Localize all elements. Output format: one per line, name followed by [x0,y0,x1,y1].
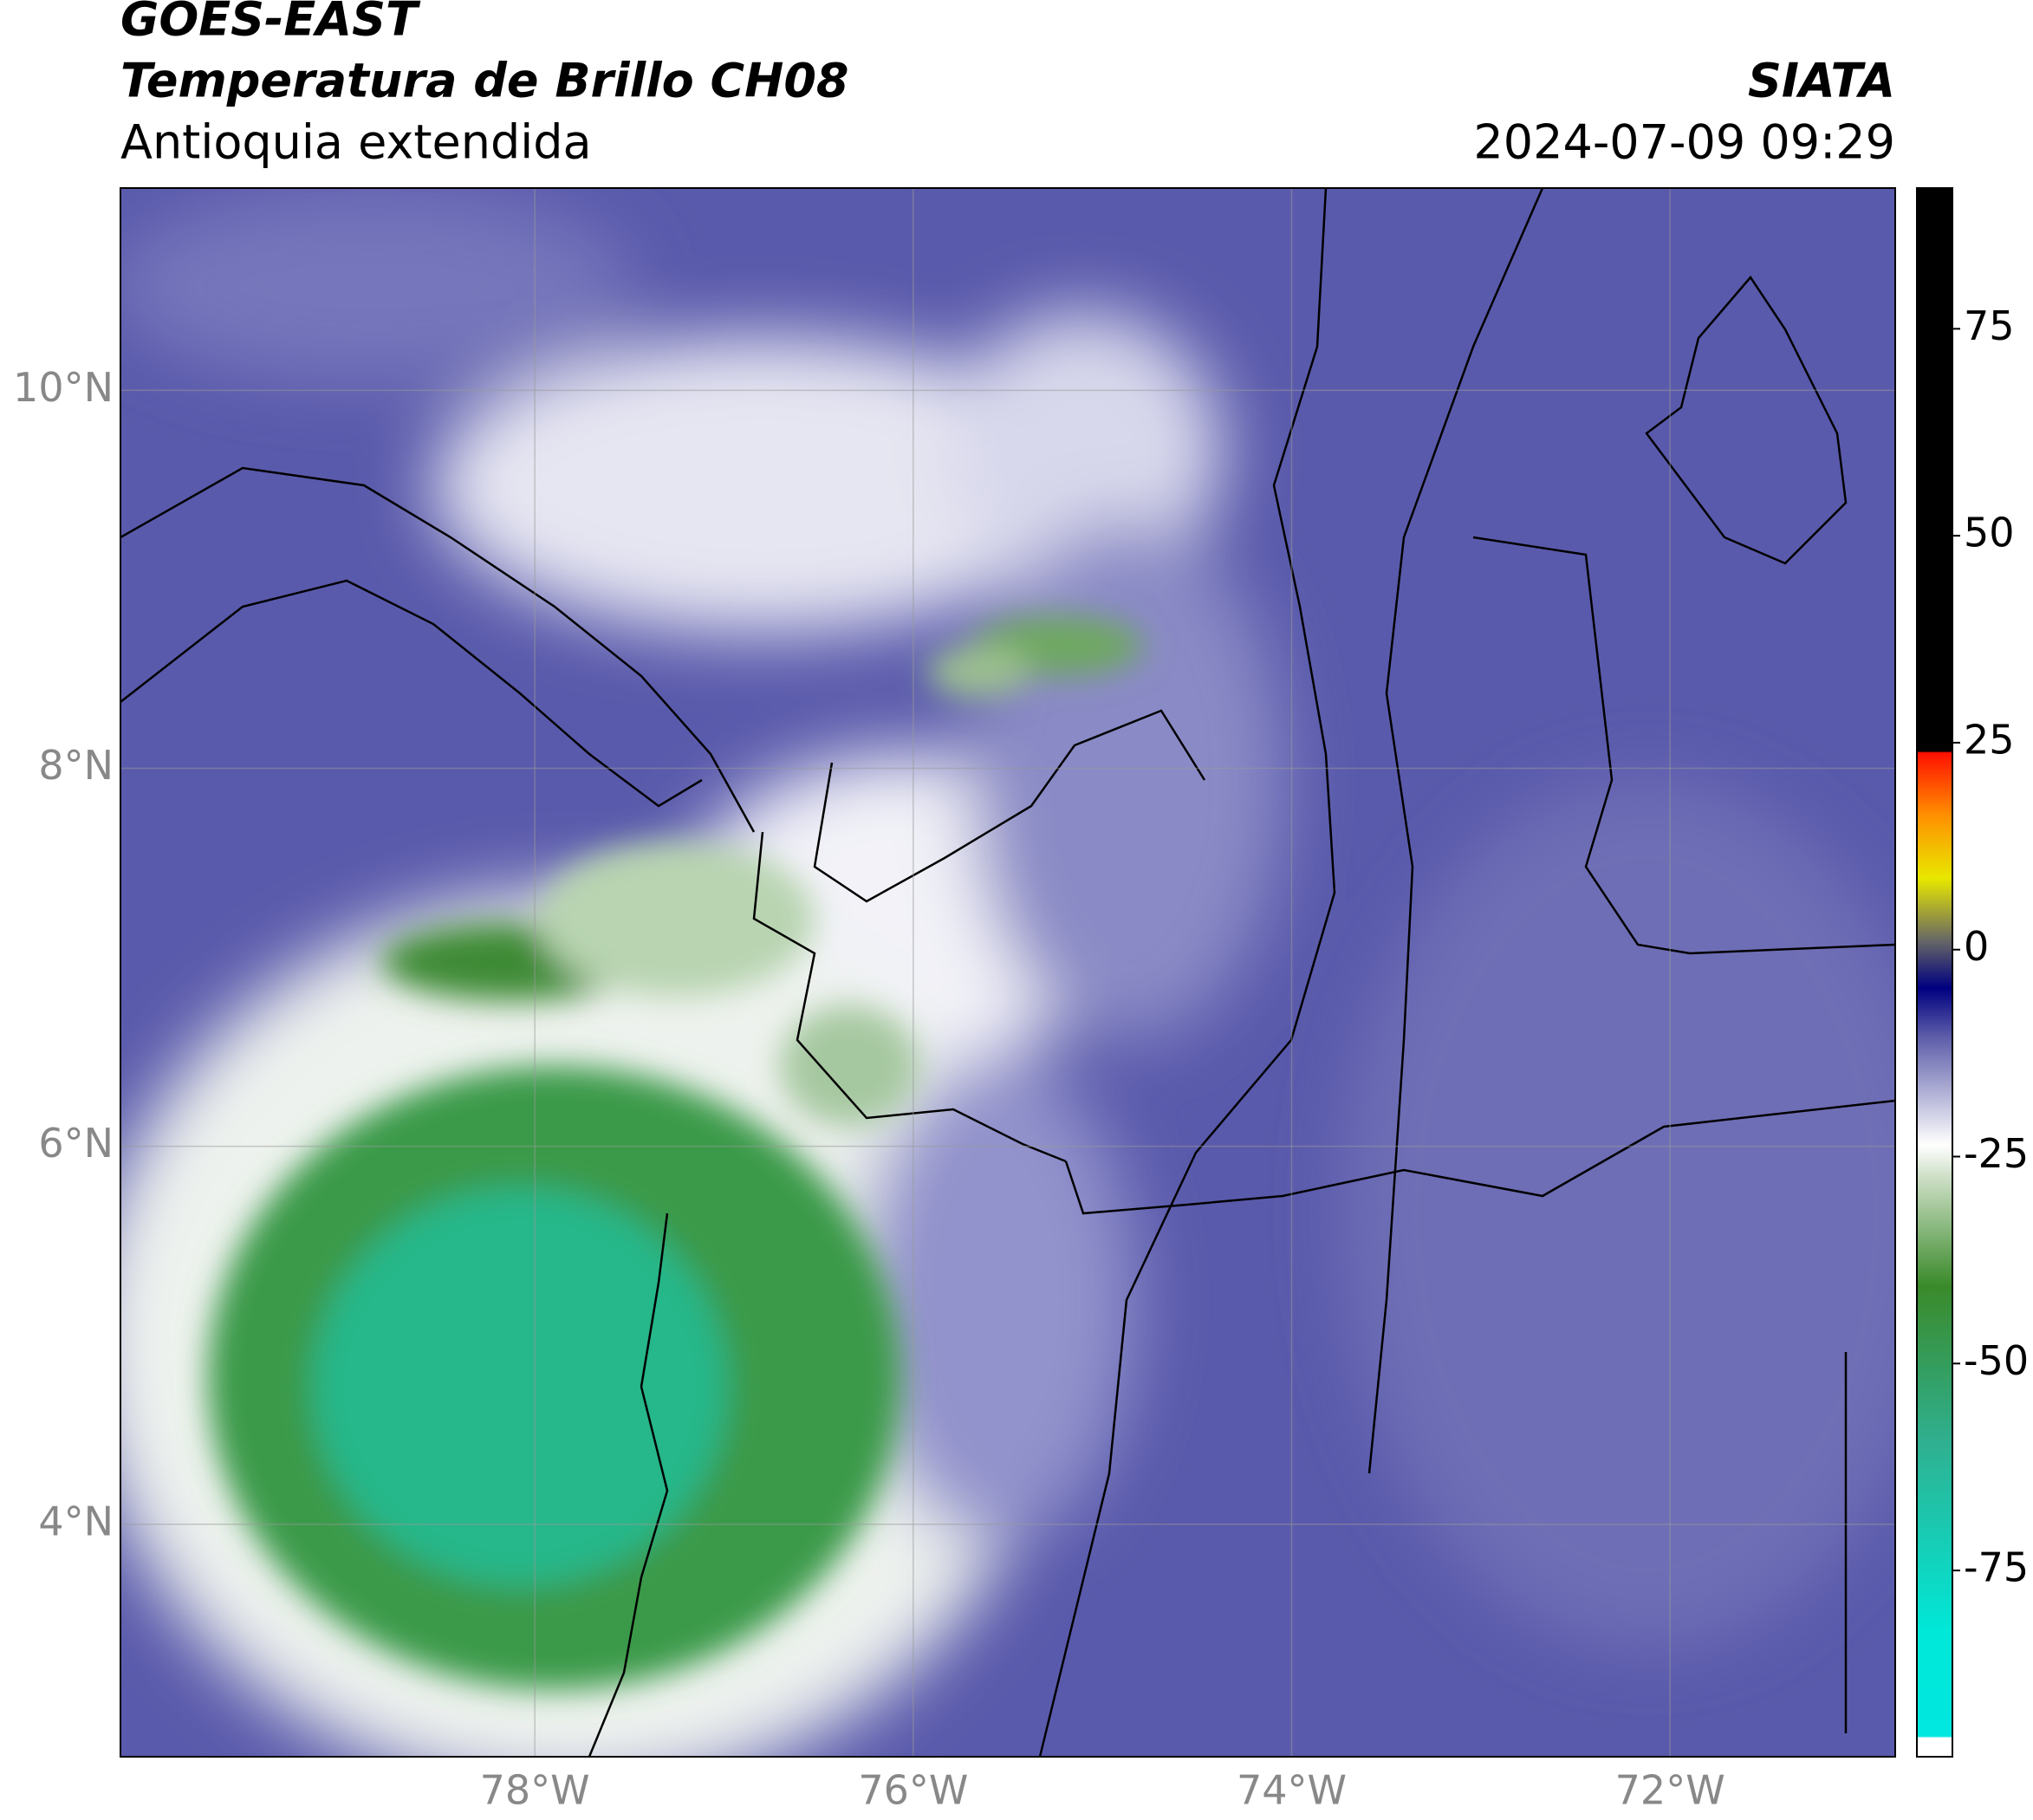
x-tick-label: 72°W [1615,1767,1725,1814]
satellite-image [120,188,1895,1757]
x-tick-label: 76°W [858,1767,968,1814]
colorbar-tick-label: -75 [1964,1544,2029,1591]
gridlines [120,188,1895,1757]
colorbar [1916,187,1953,1758]
y-tick-label: 4°N [38,1498,114,1544]
datetime-label: 2024-07-09 09:29 [1473,115,1895,170]
y-tick-label: 10°N [13,364,114,411]
map-frame [120,187,1896,1758]
colorbar-tick-label: 25 [1964,716,2015,763]
colorbar-tick-label: -25 [1964,1130,2029,1177]
boundaries [120,188,1895,1757]
x-tick-label: 74°W [1237,1767,1347,1814]
colorbar-tick-label: 0 [1964,923,1989,970]
source-title: GOES-EAST [120,0,421,47]
colorbar-tick-label: -50 [1964,1337,2029,1384]
org-label: SIATA [1748,54,1895,108]
colorbar-tick-label: 75 [1964,302,2015,349]
colorbar-tick-label: 50 [1964,510,2015,556]
y-tick-label: 6°N [38,1120,114,1167]
product-title: Temperatura de Brillo CH08 [120,54,849,108]
x-tick-label: 78°W [480,1767,590,1814]
y-tick-label: 8°N [38,742,114,789]
region-label: Antioquia extendida [120,115,592,170]
